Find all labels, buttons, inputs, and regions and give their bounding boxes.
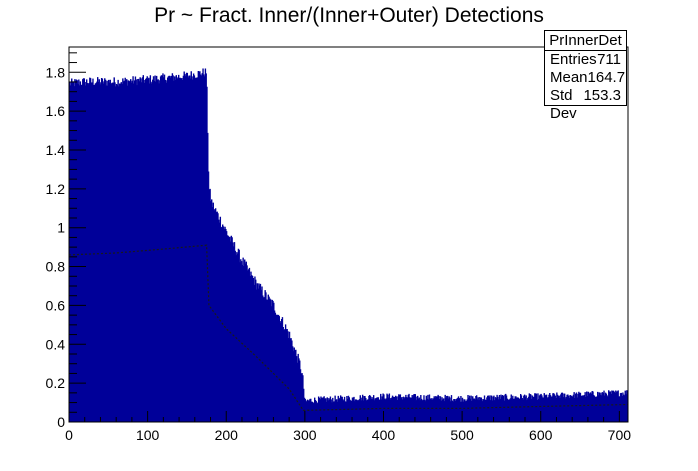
y-tick-label: 0.6 — [46, 297, 66, 313]
plot-frame — [68, 46, 629, 423]
chart-title: Pr ~ Fract. Inner/(Inner+Outer) Detectio… — [154, 4, 544, 27]
y-axis: 0 0.2 0.4 0.6 0.8 1 1.2 1.4 1.6 1.8 — [46, 52, 86, 430]
x-axis: 0 100 200 300 400 500 600 700 — [65, 411, 631, 443]
x-tick-label: 300 — [293, 427, 317, 443]
stats-row-entries: Entries 711 — [545, 51, 626, 69]
y-tick-label: 0 — [57, 414, 65, 430]
overlay-curve — [68, 244, 629, 411]
stats-value: 153.3 — [583, 87, 621, 104]
stats-box: PrInnerDet Entries 711 Mean 164.7 Std De… — [544, 30, 627, 122]
x-tick-label: 100 — [136, 427, 160, 443]
stats-box-title: PrInnerDet — [545, 31, 626, 51]
stats-row-mean: Mean 164.7 — [545, 69, 626, 87]
stats-label: Entries — [550, 51, 597, 68]
x-tick-label: 700 — [608, 427, 632, 443]
y-tick-label: 1.8 — [46, 64, 66, 80]
stats-label: Std Dev — [550, 87, 577, 122]
x-tick-label: 400 — [372, 427, 396, 443]
stats-row-stddev: Std Dev 153.3 — [545, 87, 626, 122]
stats-label: Mean — [550, 69, 588, 86]
x-tick-label: 0 — [65, 427, 73, 443]
stats-value: 711 — [597, 51, 621, 68]
y-tick-label: 1.4 — [46, 142, 66, 158]
x-tick-label: 500 — [450, 427, 474, 443]
y-tick-label: 0.8 — [46, 259, 66, 275]
x-tick-label: 600 — [529, 427, 553, 443]
y-tick-label: 0.2 — [46, 375, 66, 391]
histogram-bars — [68, 68, 629, 423]
y-tick-label: 0.4 — [46, 336, 66, 352]
histogram-fill — [68, 68, 629, 423]
y-tick-label: 1.2 — [46, 181, 66, 197]
y-tick-label: 1 — [57, 220, 65, 236]
x-tick-label: 200 — [215, 427, 239, 443]
overlay-line — [68, 244, 629, 411]
y-tick-label: 1.6 — [46, 103, 66, 119]
stats-value: 164.7 — [587, 69, 626, 86]
